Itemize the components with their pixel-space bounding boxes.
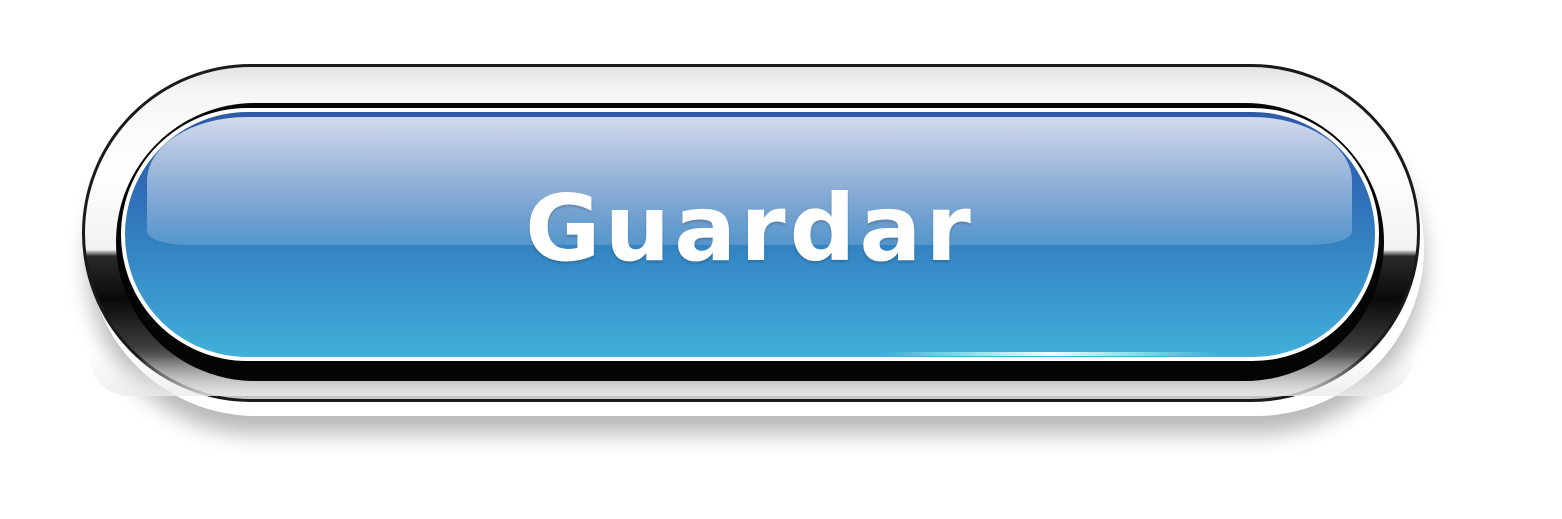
bezel-rim-highlight — [89, 356, 1413, 396]
save-button-label: Guardar — [525, 175, 975, 282]
button-light-streak — [885, 352, 1215, 356]
button-gloss-highlight — [147, 117, 1352, 245]
save-button[interactable]: Guardar — [125, 112, 1375, 357]
